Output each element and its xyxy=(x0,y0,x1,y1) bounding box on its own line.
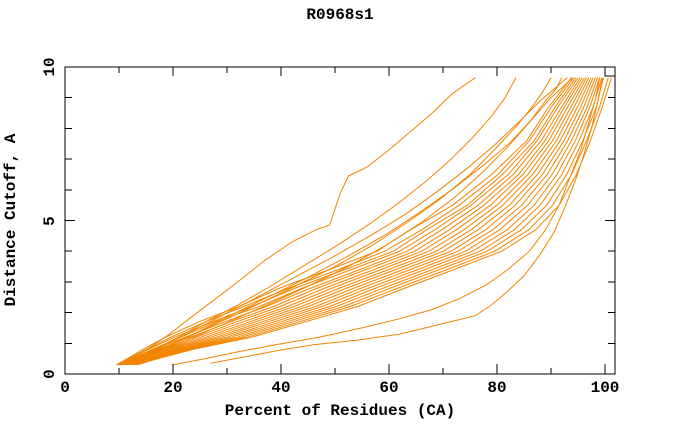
y-tick-label: 10 xyxy=(41,57,59,77)
model-curve xyxy=(126,77,592,366)
model-curve xyxy=(130,77,598,366)
model-curve xyxy=(137,77,612,366)
y-tick-label: 5 xyxy=(41,215,59,226)
model-curve xyxy=(118,77,476,366)
plot-frame xyxy=(64,66,616,375)
model-curve xyxy=(210,77,603,364)
x-tick-label: 40 xyxy=(271,379,291,397)
model-curve xyxy=(128,77,594,366)
chart-title: R0968s1 xyxy=(306,6,374,24)
model-curve xyxy=(124,77,588,366)
model-curve xyxy=(119,77,579,366)
model-curve xyxy=(129,77,596,366)
model-curve xyxy=(123,77,585,366)
model-curve xyxy=(119,77,573,366)
x-tick-label: 100 xyxy=(590,379,620,397)
model-curve xyxy=(120,77,581,366)
model-curve xyxy=(121,77,517,366)
model-curve xyxy=(121,77,583,366)
model-curve xyxy=(136,77,609,366)
x-axis-title: Percent of Residues (CA) xyxy=(224,402,456,420)
y-axis-title: Distance Cutoff, A xyxy=(2,133,20,307)
x-tick-label: 20 xyxy=(163,379,183,397)
model-curve xyxy=(118,77,577,366)
model-curve xyxy=(132,77,601,366)
model-curve xyxy=(117,77,575,366)
model-curve xyxy=(133,77,603,366)
x-tick-label: 0 xyxy=(60,379,70,397)
x-tick-label: 80 xyxy=(487,379,507,397)
model-curve xyxy=(125,77,590,366)
model-curve xyxy=(134,77,604,366)
y-tick-label: 0 xyxy=(41,369,59,379)
model-curve xyxy=(172,77,601,366)
x-tick-label: 60 xyxy=(379,379,399,397)
model-curve xyxy=(116,77,572,366)
